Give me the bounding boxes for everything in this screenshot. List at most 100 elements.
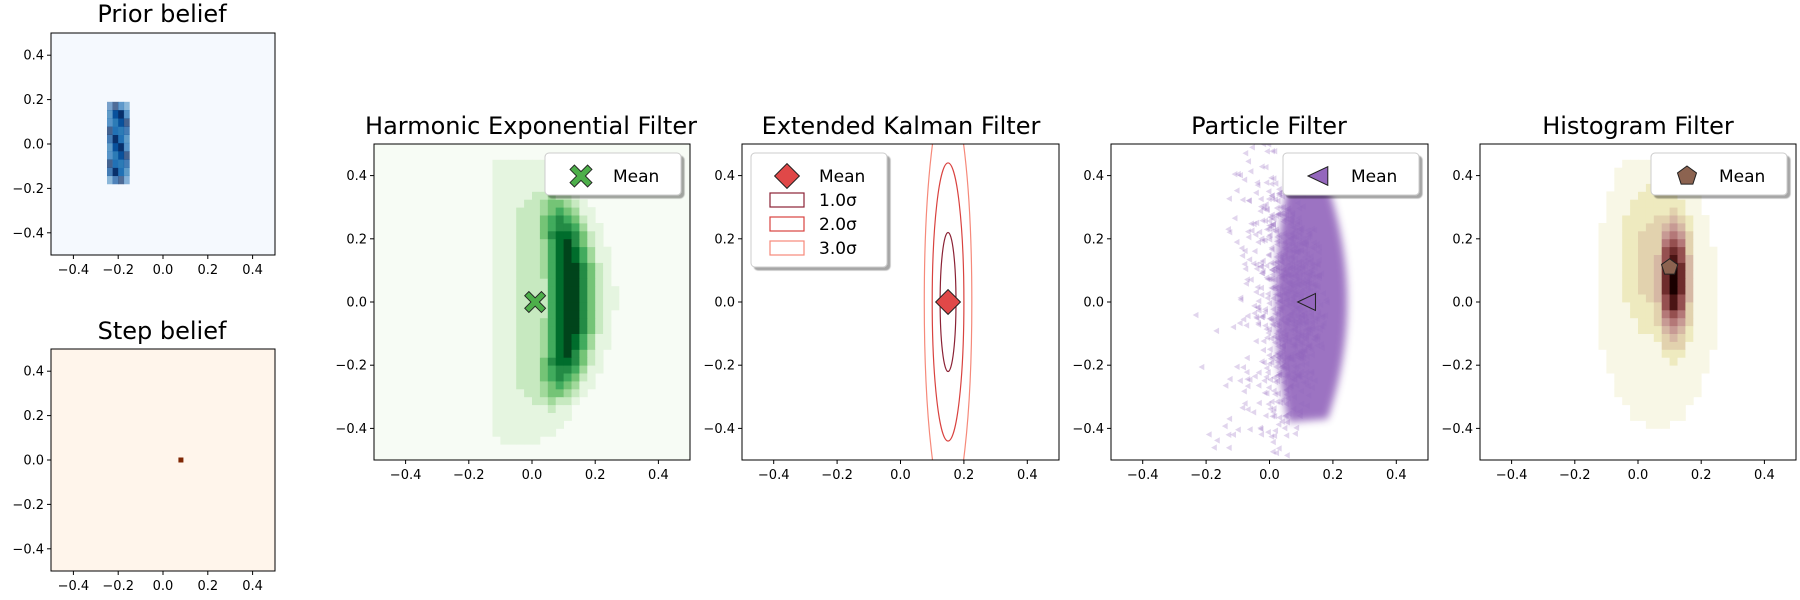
particle xyxy=(1292,322,1299,330)
heatmap-cell xyxy=(524,183,533,192)
heatmap-cell xyxy=(1701,294,1710,303)
heatmap-cell xyxy=(547,365,557,374)
heatmap-cell xyxy=(1645,404,1655,413)
particle xyxy=(1281,290,1288,297)
particle xyxy=(1292,369,1299,376)
particle xyxy=(1305,276,1312,283)
heatmap-cell xyxy=(532,436,541,445)
heatmap-cell xyxy=(508,175,517,184)
particle xyxy=(1248,227,1255,234)
heatmap-cell xyxy=(539,238,549,248)
heatmap-cell xyxy=(1630,223,1639,232)
y-tick-label: 0.4 xyxy=(714,169,735,184)
particle xyxy=(1192,311,1199,319)
heatmap-cell xyxy=(107,175,113,185)
particle xyxy=(1281,230,1288,237)
heatmap-cell xyxy=(603,262,612,271)
particle xyxy=(1308,263,1315,270)
heatmap-cell xyxy=(524,278,533,287)
heatmap-cell xyxy=(539,404,549,413)
particle xyxy=(1275,265,1282,272)
particle xyxy=(1277,297,1283,305)
heatmap-cell xyxy=(500,341,509,350)
particle xyxy=(1230,431,1236,438)
heatmap-cell xyxy=(492,191,501,200)
particle xyxy=(1282,319,1289,326)
particle xyxy=(1296,205,1303,212)
heatmap-cell xyxy=(1661,388,1670,398)
particle xyxy=(1308,314,1315,321)
heatmap-cell xyxy=(1645,388,1655,398)
particle xyxy=(1273,212,1279,219)
heatmap-cell xyxy=(107,167,113,177)
particle xyxy=(1260,203,1267,211)
heatmap-cell xyxy=(1622,381,1631,390)
particle xyxy=(1253,219,1260,227)
heatmap-cell xyxy=(118,126,125,135)
heatmap-cell xyxy=(508,412,517,421)
particle xyxy=(1295,293,1302,300)
particle xyxy=(1251,310,1258,317)
particle xyxy=(1301,253,1308,261)
particle xyxy=(1271,432,1278,440)
heatmap-cell xyxy=(1661,302,1670,311)
heatmap-cell xyxy=(587,381,596,390)
heatmap-cell xyxy=(1693,309,1702,319)
heatmap-cell xyxy=(492,199,501,208)
particle xyxy=(1303,353,1310,360)
particle xyxy=(1244,406,1251,413)
particle xyxy=(1294,283,1301,291)
particle xyxy=(1282,373,1289,380)
heatmap-cell xyxy=(516,436,525,445)
particle xyxy=(1280,327,1287,335)
heatmap-cell xyxy=(1669,309,1678,319)
particle xyxy=(1265,252,1272,259)
x-tick-label: −0.2 xyxy=(821,468,853,483)
heatmap-cell xyxy=(123,142,130,152)
particle xyxy=(1231,215,1238,222)
x-tick-label: 0.0 xyxy=(153,579,174,594)
particle xyxy=(1296,268,1303,275)
particle xyxy=(1265,384,1272,391)
heatmap-cell xyxy=(1622,349,1631,358)
heatmap-cell xyxy=(1685,238,1694,248)
particle xyxy=(1281,291,1288,298)
particle xyxy=(1279,270,1285,278)
particle xyxy=(1301,314,1308,321)
heatmap-cell xyxy=(539,286,549,295)
heatmap-cell xyxy=(563,238,572,248)
heatmap-cell xyxy=(1606,357,1615,366)
particle xyxy=(1272,391,1278,398)
heatmap-cell xyxy=(571,294,580,303)
heatmap-cell xyxy=(539,254,549,263)
particle xyxy=(1289,293,1296,300)
heatmap-cell xyxy=(1669,286,1678,295)
particle xyxy=(1268,180,1275,188)
y-tick-label: 0.2 xyxy=(346,232,367,247)
particle xyxy=(1307,287,1313,294)
heatmap-cell xyxy=(1630,207,1639,216)
heatmap-cell xyxy=(1677,381,1686,390)
particle xyxy=(1305,273,1312,280)
particle xyxy=(1222,382,1229,389)
heatmap-cell xyxy=(603,341,612,350)
heatmap-cell xyxy=(1622,191,1631,200)
heatmap-cell xyxy=(539,333,549,342)
heatmap-cell xyxy=(1701,278,1710,287)
heatmap-cell xyxy=(563,412,572,421)
heatmap-cell xyxy=(1661,191,1670,200)
heatmap-cell xyxy=(547,254,557,263)
particle xyxy=(1305,230,1312,238)
particle xyxy=(1298,247,1305,255)
heatmap-cell xyxy=(1606,302,1615,311)
particle xyxy=(1292,241,1298,249)
particle xyxy=(1294,218,1300,226)
heatmap-cell xyxy=(539,357,549,366)
particle xyxy=(1294,304,1301,312)
heatmap-cell xyxy=(112,134,119,144)
particle xyxy=(1258,313,1265,321)
heatmap-cell xyxy=(555,238,564,248)
particle xyxy=(1283,363,1290,371)
heatmap-cell xyxy=(1669,223,1678,232)
y-tick-label: 0.0 xyxy=(23,454,44,469)
